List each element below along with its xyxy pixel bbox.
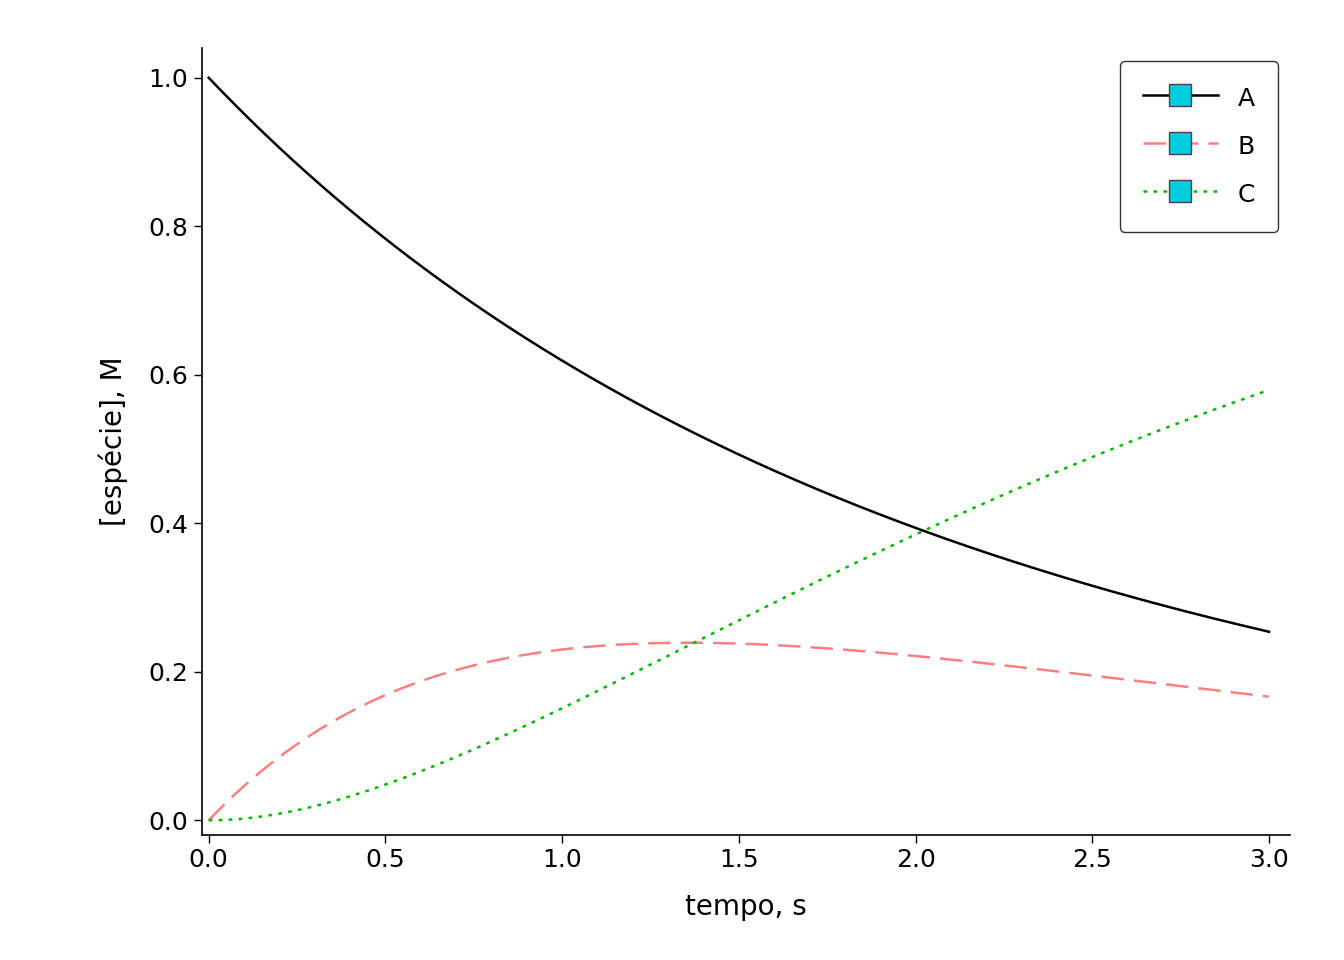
Y-axis label: [espécie], M: [espécie], M: [98, 357, 128, 526]
Legend: A, B, C: A, B, C: [1121, 60, 1278, 232]
X-axis label: tempo, s: tempo, s: [685, 893, 806, 922]
